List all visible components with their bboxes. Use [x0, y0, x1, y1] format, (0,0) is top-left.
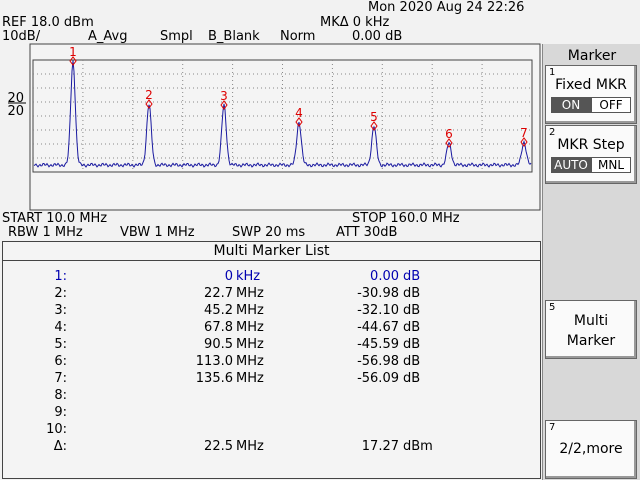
marker-index: 7:: [54, 371, 67, 386]
ref-level: REF 18.0 dBm: [2, 15, 94, 30]
level-unit: dB: [403, 269, 421, 284]
datetime: Mon 2020 Aug 24 22:26: [368, 0, 525, 15]
softkey-option[interactable]: ON: [551, 97, 591, 113]
frequency-unit: MHz: [236, 371, 264, 386]
attenuation: ATT 30dB: [336, 225, 398, 240]
marker-symbol: [220, 100, 228, 110]
marker-index: Δ:: [53, 439, 67, 454]
marker-symbol: [69, 56, 77, 66]
marker-symbol: [445, 138, 453, 148]
frequency-unit: MHz: [236, 320, 264, 335]
marker-level: 17.27: [361, 439, 399, 454]
marker-level: -45.59: [357, 337, 399, 352]
level-unit: dB: [403, 354, 421, 369]
trace: [33, 60, 532, 168]
softkey-number: 1: [549, 67, 556, 78]
marker-index: 5:: [54, 337, 67, 352]
softkey-option[interactable]: OFF: [591, 97, 631, 113]
marker-symbol: [295, 117, 303, 127]
rbw: RBW 1 MHz: [8, 225, 83, 240]
frequency-unit: MHz: [236, 286, 264, 301]
frequency-unit: MHz: [236, 337, 264, 352]
marker-list-title: Multi Marker List: [3, 242, 540, 261]
marker-label: 4: [295, 106, 303, 120]
marker-level: -30.98: [357, 286, 399, 301]
vbw: VBW 1 MHz: [120, 225, 195, 240]
marker-frequency: 22.7: [204, 286, 233, 301]
marker-level: -56.09: [357, 371, 399, 386]
marker-value: 0.00 dB: [352, 29, 403, 44]
frequency-unit: kHz: [236, 269, 261, 284]
marker-frequency: 90.5: [204, 337, 233, 352]
marker-index: 8:: [54, 388, 67, 403]
softkey-label: MKR Step: [557, 137, 625, 153]
marker-level: 0.00: [370, 269, 399, 284]
sampling: Smpl: [160, 29, 193, 44]
marker-index: 10:: [46, 422, 67, 437]
marker-level: -32.10: [357, 303, 399, 318]
level-unit: dB: [403, 371, 421, 386]
softkey-option[interactable]: MNL: [591, 157, 631, 173]
marker-symbol: [370, 121, 378, 131]
marker-symbol: [145, 99, 153, 109]
softkey-number: 2: [549, 127, 556, 138]
softkey[interactable]: 5 Multi Marker: [545, 300, 637, 359]
softkey-label: Fixed MKR: [555, 77, 627, 93]
ref-label: 20: [7, 91, 24, 106]
marker-list: Multi Marker List 1: 0 kHz 0.00 dB 2: 22.7 MHz -…: [2, 241, 541, 479]
marker-index: 4:: [54, 320, 67, 335]
marker-frequency: 135.6: [195, 371, 233, 386]
softkey[interactable]: 2 MKR Step AUTO MNL: [545, 125, 637, 184]
frequency-unit: MHz: [236, 354, 264, 369]
marker-index: 1:: [54, 269, 67, 284]
detector: A_Avg: [88, 29, 128, 44]
softkey-option[interactable]: AUTO: [551, 157, 591, 173]
marker-symbol: [520, 137, 528, 147]
marker-label: 6: [445, 127, 453, 141]
level-unit: dBm: [403, 439, 433, 454]
frequency-unit: MHz: [236, 439, 264, 454]
norm: Norm: [280, 29, 316, 44]
sweep: SWP 20 ms: [232, 225, 306, 240]
blank: B_Blank: [208, 29, 260, 44]
softkey[interactable]: 1 Fixed MKR ON OFF: [545, 65, 637, 124]
marker-frequency: 22.5: [204, 439, 233, 454]
softkey-label: 2/2,more: [559, 441, 623, 457]
marker-level: -56.98: [357, 354, 399, 369]
level-unit: dB: [403, 303, 421, 318]
marker-index: 2:: [54, 286, 67, 301]
marker-delta: MKΔ 0 kHz: [320, 15, 390, 30]
level-unit: dB: [403, 320, 421, 335]
marker-label: 5: [370, 110, 378, 124]
ref-label: 20: [7, 104, 24, 119]
softkey-number: 7: [549, 422, 556, 433]
softkey-number: 5: [549, 302, 556, 313]
scale: 10dB/: [2, 29, 41, 44]
level-unit: dB: [403, 337, 421, 352]
softkey-title: Marker: [567, 48, 617, 64]
softkey-options: ON OFF: [546, 97, 636, 113]
marker-index: 6:: [54, 354, 67, 369]
trace-display: 20 20 1 2 3 4 5 6 7: [7, 43, 541, 211]
start-freq: START 10.0 MHz: [2, 211, 108, 226]
marker-level: -44.67: [357, 320, 399, 335]
marker-frequency: 45.2: [204, 303, 233, 318]
softkey-label: Multi Marker: [566, 313, 616, 349]
display-frame: [29, 43, 541, 211]
marker-frequency: 67.8: [204, 320, 233, 335]
marker-frequency: 113.0: [195, 354, 233, 369]
marker-label: 3: [220, 89, 228, 103]
stop-freq: STOP 160.0 MHz: [352, 211, 460, 226]
frequency-unit: MHz: [236, 303, 264, 318]
marker-label: 1: [69, 45, 77, 59]
marker-label: 7: [520, 126, 528, 140]
marker-label: 2: [145, 88, 153, 102]
marker-index: 3:: [54, 303, 67, 318]
softkey-options: AUTO MNL: [546, 157, 636, 173]
marker-frequency: 0: [224, 269, 233, 284]
level-unit: dB: [403, 286, 421, 301]
marker-index: 9:: [54, 405, 67, 420]
softkey[interactable]: 7 2/2,more: [545, 420, 637, 479]
